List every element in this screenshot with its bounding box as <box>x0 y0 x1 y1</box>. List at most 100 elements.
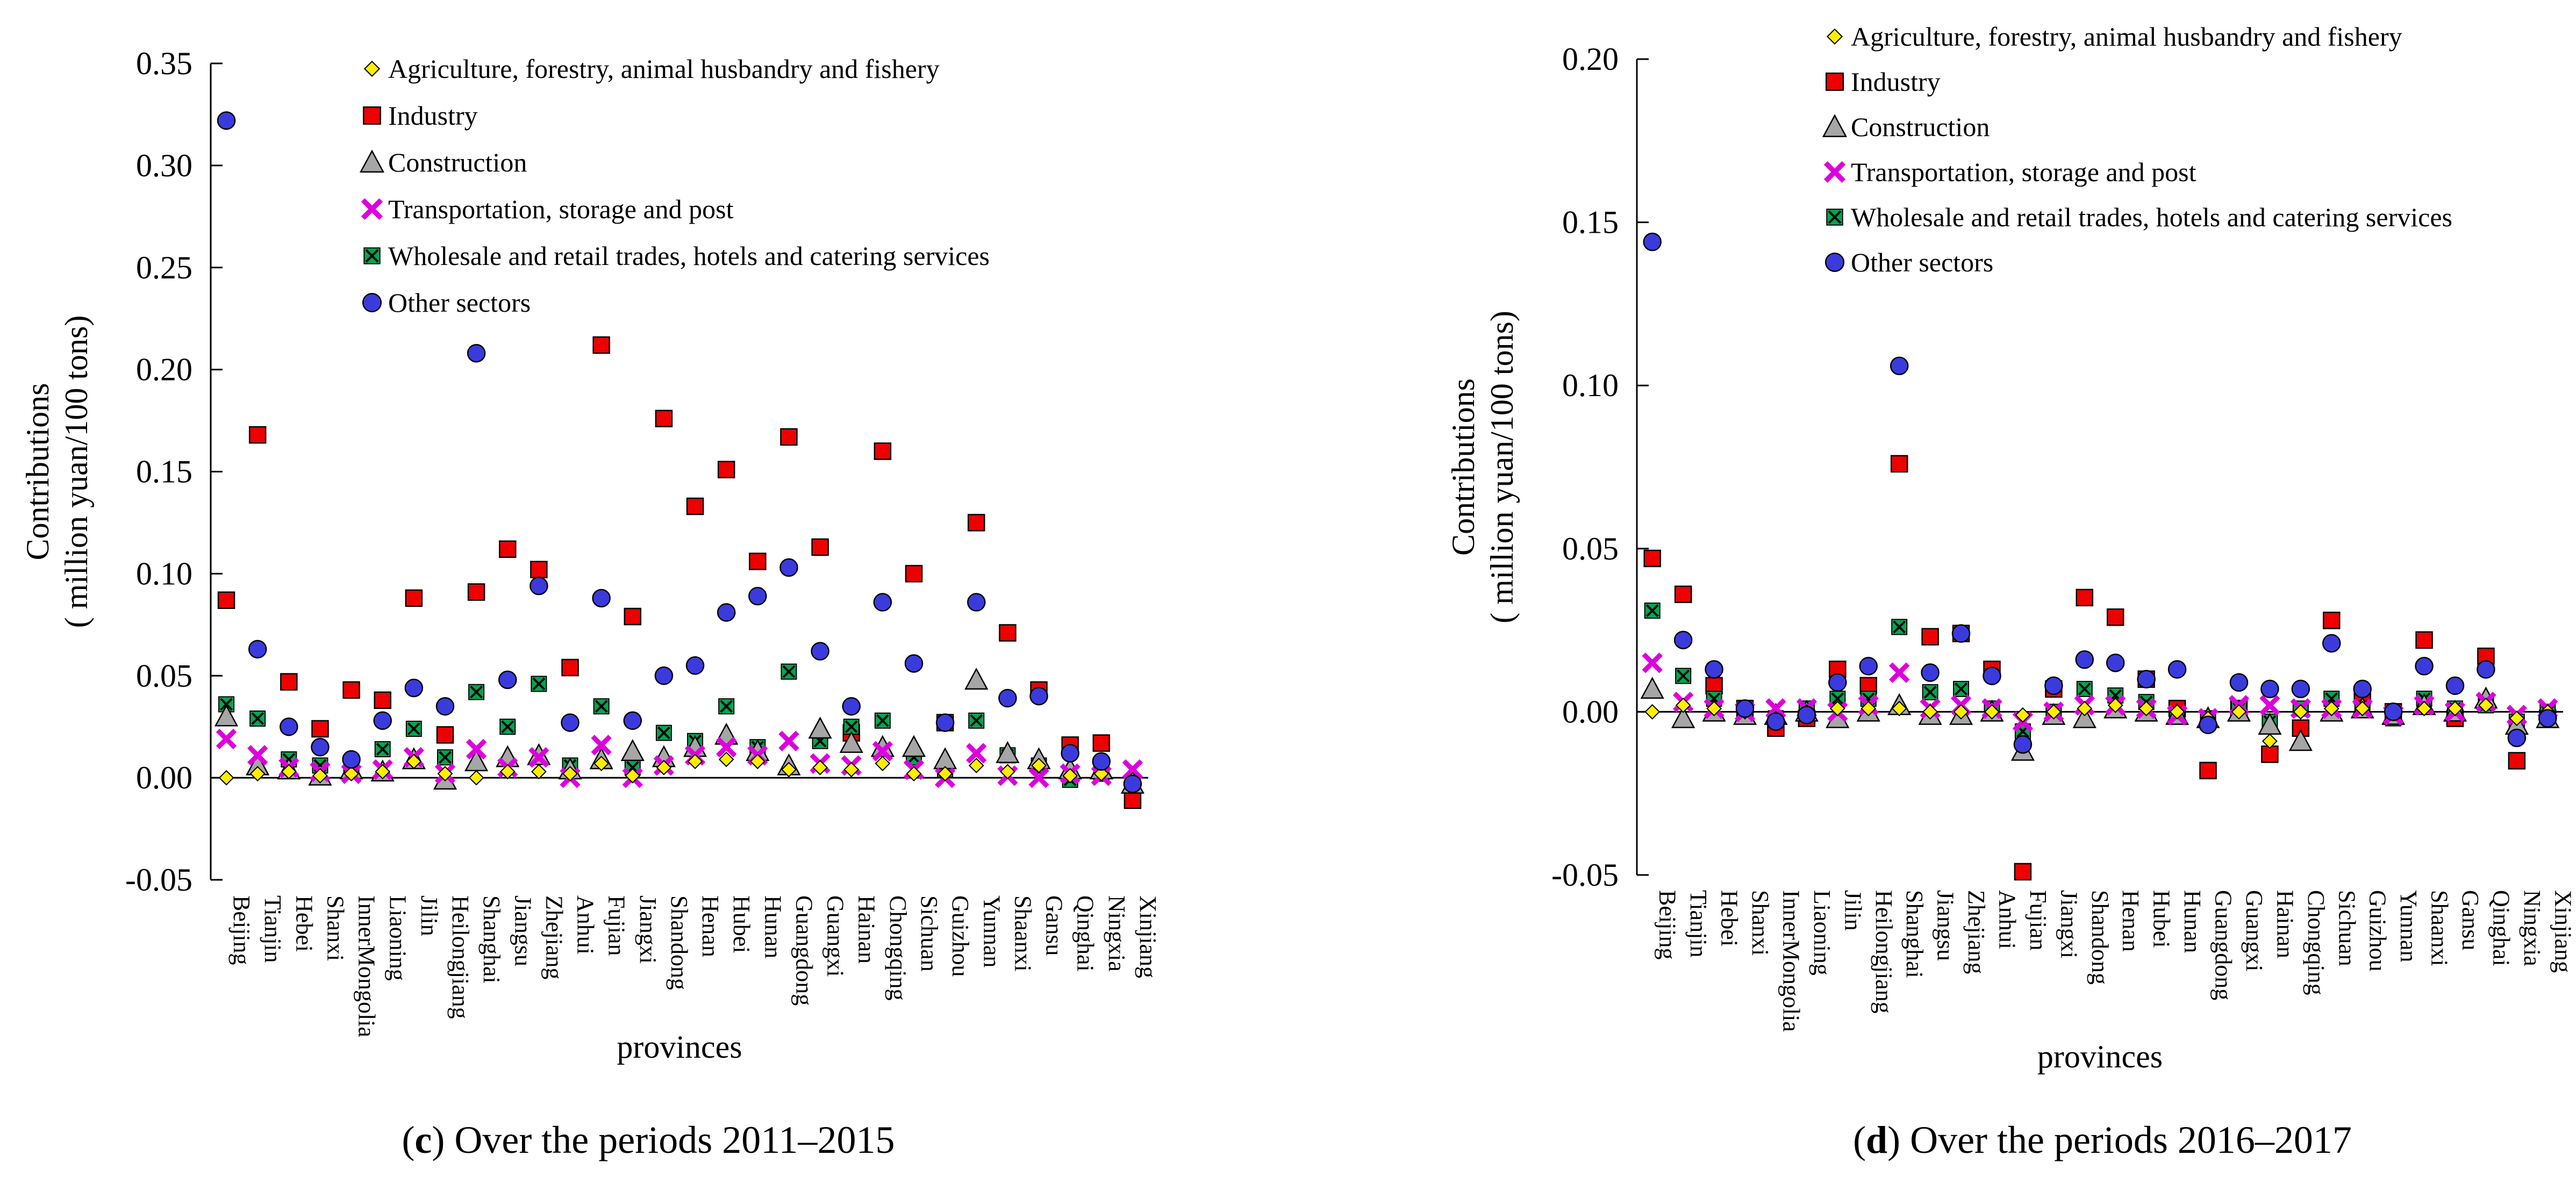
data-point <box>2076 680 2093 697</box>
x-tick-label: Xinjiang <box>1135 895 1161 978</box>
data-point <box>2076 589 2094 607</box>
data-point <box>1797 706 1816 724</box>
x-tick-label: Ningxia <box>1104 895 1130 972</box>
caption-letter: d <box>1866 1118 1887 1161</box>
data-point <box>905 565 923 583</box>
data-point <box>2291 679 2310 699</box>
legend-label: Agriculture, forestry, animal husbandry … <box>388 54 940 84</box>
data-point <box>437 749 453 766</box>
data-point <box>1643 232 1662 252</box>
x-tick-label: Shanxi <box>322 895 348 961</box>
legend-label: Other sectors <box>388 288 531 318</box>
data-point <box>842 697 861 716</box>
data-point <box>436 726 454 744</box>
legend-marker <box>363 106 381 125</box>
data-point <box>874 712 891 729</box>
data-point <box>2167 660 2187 679</box>
data-point <box>2260 679 2279 699</box>
data-point <box>2415 631 2433 649</box>
x-tick-label: Shanxi <box>1747 890 1773 956</box>
x-tick-label: InnerMongolia <box>354 895 380 1037</box>
x-tick-label: Qinghai <box>2488 890 2514 966</box>
data-point <box>561 713 579 732</box>
data-point <box>968 514 985 532</box>
data-point <box>2323 700 2339 716</box>
x-tick-label: Henan <box>2117 890 2144 952</box>
data-point <box>2259 695 2280 716</box>
data-point <box>1029 686 1048 706</box>
data-point <box>592 589 611 608</box>
data-point <box>2229 673 2249 692</box>
data-point <box>217 111 236 130</box>
legend-label: Construction <box>388 147 527 177</box>
y-axis-label-line2: ( million yuan/100 tons) <box>1484 311 1520 623</box>
data-point <box>967 593 986 612</box>
x-tick-label: Zhejiang <box>1963 890 1990 974</box>
y-tick-label: 0.30 <box>136 148 192 183</box>
data-point <box>749 553 767 570</box>
data-point <box>342 681 360 699</box>
data-point <box>1953 704 1969 720</box>
data-point <box>467 343 486 363</box>
x-tick-label: Jilin <box>1840 890 1866 931</box>
data-point <box>496 745 520 767</box>
data-point <box>312 767 328 784</box>
data-point <box>2231 704 2247 720</box>
data-point <box>1706 700 1722 716</box>
data-point <box>933 747 957 770</box>
x-tick-label: Jilin <box>416 895 442 936</box>
data-point <box>1122 759 1143 780</box>
data-point <box>625 767 641 784</box>
data-point <box>654 666 674 685</box>
data-point <box>655 410 673 428</box>
x-tick-label: Yunnan <box>2395 890 2422 962</box>
data-point <box>1644 704 1661 720</box>
data-point <box>901 735 926 757</box>
y-axis-label-line2: ( million yuan/100 tons) <box>59 315 94 628</box>
data-point <box>311 737 330 757</box>
x-tick-label: Xinjiang <box>2550 890 2576 973</box>
data-point <box>280 717 298 736</box>
x-tick-label: Sichuan <box>916 895 942 972</box>
data-point <box>1859 657 1878 676</box>
data-point <box>624 607 642 626</box>
data-point <box>2478 697 2494 713</box>
data-point <box>1675 668 1692 684</box>
data-point <box>873 593 892 612</box>
data-point <box>1890 455 1908 473</box>
x-tick-label: Jiangxi <box>635 895 661 964</box>
data-point <box>781 762 797 778</box>
data-point <box>2015 707 2031 723</box>
caption-open-paren: ( <box>402 1118 414 1161</box>
data-point <box>2169 704 2185 720</box>
legend-marker <box>1823 161 1846 183</box>
y-tick-label: 0.10 <box>136 556 192 591</box>
x-axis-label: provinces <box>2037 1039 2163 1074</box>
x-tick-label: Liaoning <box>1809 890 1835 975</box>
y-tick-label: 0.10 <box>1562 368 1619 403</box>
data-point <box>468 770 484 786</box>
data-point <box>655 724 672 741</box>
data-point <box>1031 757 1047 773</box>
data-point <box>2292 719 2310 737</box>
data-point <box>2288 729 2313 751</box>
data-point <box>717 603 736 622</box>
data-point <box>778 730 799 751</box>
panel-c-chart: 0.35 0.30 0.25 0.20 0.15 0.10 0.05 0.00 -0.05 Bei… <box>20 46 1161 1161</box>
data-point <box>406 754 422 770</box>
data-point <box>2106 654 2125 672</box>
data-point <box>2416 700 2432 716</box>
data-point <box>593 756 610 771</box>
data-point <box>1891 700 1907 716</box>
x-tick-label: Chongqing <box>885 895 911 1001</box>
data-point <box>2322 634 2341 653</box>
legend-marker <box>362 292 382 313</box>
x-tick-label: Hainan <box>2272 890 2298 958</box>
data-point <box>1951 624 1971 643</box>
y-tick-label: 0.20 <box>136 352 192 388</box>
data-point <box>1765 698 1786 719</box>
data-point <box>437 766 453 781</box>
x-tick-label: Jiangsu <box>1933 890 1959 961</box>
y-tick-label: 0.15 <box>136 454 192 490</box>
